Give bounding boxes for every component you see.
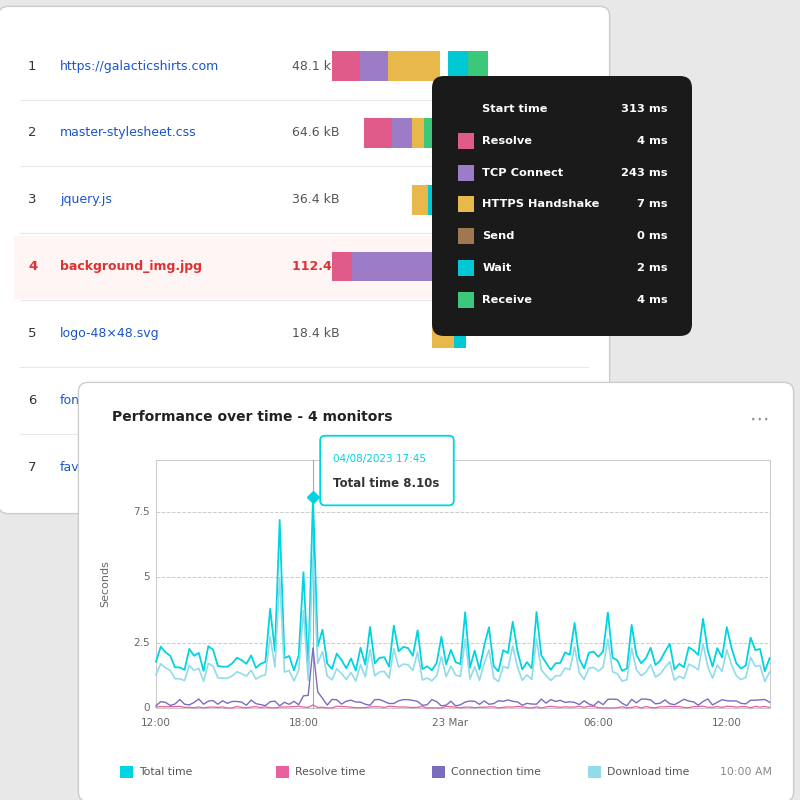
Text: 5: 5 xyxy=(28,327,37,340)
Text: 243 ms: 243 ms xyxy=(621,167,667,178)
Bar xyxy=(453,386,473,415)
FancyBboxPatch shape xyxy=(432,76,692,336)
Bar xyxy=(360,51,388,81)
Text: 3: 3 xyxy=(28,194,37,206)
Text: 10:00 AM: 10:00 AM xyxy=(720,767,772,777)
Text: Resolve time: Resolve time xyxy=(295,767,366,777)
Text: 2.5: 2.5 xyxy=(133,638,150,648)
Bar xyxy=(332,252,352,282)
Text: background_img.jpg: background_img.jpg xyxy=(60,260,202,273)
Bar xyxy=(276,766,289,778)
Bar xyxy=(458,133,474,149)
FancyBboxPatch shape xyxy=(320,436,454,506)
Text: Send: Send xyxy=(482,231,514,242)
Text: 75.6 kB: 75.6 kB xyxy=(292,394,340,407)
Bar xyxy=(454,319,466,348)
Bar xyxy=(428,185,438,214)
Bar xyxy=(458,197,474,213)
Bar xyxy=(156,460,770,708)
Bar xyxy=(588,766,601,778)
Bar xyxy=(432,319,454,348)
Text: fontawesome.woff: fontawesome.woff xyxy=(60,394,175,407)
Bar xyxy=(388,51,440,81)
Bar xyxy=(458,260,474,276)
Text: 64.6 kB: 64.6 kB xyxy=(292,126,339,139)
Text: 7: 7 xyxy=(28,461,37,474)
Text: 48.1 kB: 48.1 kB xyxy=(292,60,340,73)
Text: 5: 5 xyxy=(143,573,150,582)
Text: Total time 8.10s: Total time 8.10s xyxy=(333,478,439,490)
Text: logo-48×48.svg: logo-48×48.svg xyxy=(60,327,160,340)
Text: 4: 4 xyxy=(28,260,38,273)
Text: 7.5: 7.5 xyxy=(133,507,150,518)
Text: 12:00: 12:00 xyxy=(712,718,742,728)
Bar xyxy=(120,766,133,778)
Text: 6: 6 xyxy=(28,394,36,407)
Bar xyxy=(618,252,633,282)
Text: 12:00: 12:00 xyxy=(141,718,171,728)
Bar xyxy=(418,386,438,415)
Bar xyxy=(458,292,474,308)
Text: favic: favic xyxy=(60,461,90,474)
Text: 112.4 kB: 112.4 kB xyxy=(292,260,354,273)
Bar xyxy=(458,165,474,181)
Text: 7 ms: 7 ms xyxy=(637,199,667,210)
Text: 2 ms: 2 ms xyxy=(637,263,667,273)
Text: 4 ms: 4 ms xyxy=(637,136,667,146)
Bar xyxy=(568,252,604,282)
Text: https://galacticshirts.com: https://galacticshirts.com xyxy=(60,60,219,73)
Bar xyxy=(412,118,424,148)
Bar xyxy=(404,386,418,415)
FancyBboxPatch shape xyxy=(0,6,610,514)
Bar xyxy=(352,252,568,282)
Text: 0 ms: 0 ms xyxy=(637,231,667,242)
Text: 36.4 kB: 36.4 kB xyxy=(292,194,339,206)
Text: ⋯: ⋯ xyxy=(750,410,770,429)
Text: 313 ms: 313 ms xyxy=(621,104,667,114)
Bar xyxy=(14,236,594,298)
Bar xyxy=(432,766,445,778)
Text: master-stylesheet.css: master-stylesheet.css xyxy=(60,126,197,139)
Text: jquery.js: jquery.js xyxy=(60,194,112,206)
Text: TCP Connect: TCP Connect xyxy=(482,167,563,178)
Bar xyxy=(604,252,618,282)
Text: 2: 2 xyxy=(28,126,37,139)
Bar xyxy=(448,51,468,81)
Text: 04/08/2023 17:45: 04/08/2023 17:45 xyxy=(333,454,426,463)
Text: 4 ms: 4 ms xyxy=(637,295,667,305)
Text: Seconds: Seconds xyxy=(101,561,110,607)
Text: 18:00: 18:00 xyxy=(288,718,318,728)
Text: HTTPS Handshake: HTTPS Handshake xyxy=(482,199,600,210)
Bar xyxy=(438,386,453,415)
Text: Start time: Start time xyxy=(482,104,548,114)
Bar xyxy=(468,51,488,81)
Text: Performance over time - 4 monitors: Performance over time - 4 monitors xyxy=(112,410,393,424)
Bar xyxy=(424,118,488,148)
Bar xyxy=(412,185,428,214)
Text: 18.4 kB: 18.4 kB xyxy=(292,327,340,340)
Text: 1: 1 xyxy=(28,60,37,73)
Text: 23 Mar: 23 Mar xyxy=(433,718,469,728)
Bar xyxy=(458,228,474,244)
Text: Connection time: Connection time xyxy=(451,767,541,777)
Text: Receive: Receive xyxy=(482,295,533,305)
Text: 0: 0 xyxy=(143,703,150,713)
Bar xyxy=(364,118,392,148)
Bar xyxy=(438,185,452,214)
Text: 06:00: 06:00 xyxy=(583,718,613,728)
Text: Wait: Wait xyxy=(482,263,512,273)
Text: Download time: Download time xyxy=(607,767,690,777)
FancyBboxPatch shape xyxy=(78,382,794,800)
Text: Total time: Total time xyxy=(139,767,193,777)
Bar xyxy=(332,51,360,81)
Bar xyxy=(392,118,412,148)
Text: Resolve: Resolve xyxy=(482,136,533,146)
